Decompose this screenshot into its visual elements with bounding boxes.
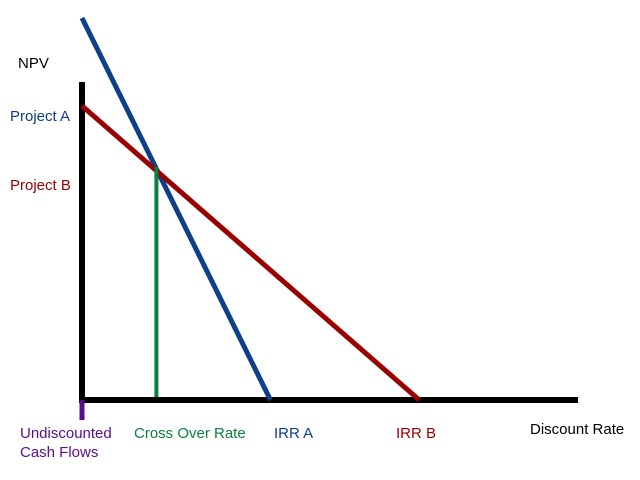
irr-a-label: IRR A	[274, 425, 313, 442]
undiscounted-label-line2: Cash Flows	[20, 444, 98, 461]
y-axis-title: NPV	[18, 55, 49, 72]
series-label-project-b: Project B	[10, 177, 71, 194]
crossover-label: Cross Over Rate	[134, 425, 246, 442]
irr-b-label: IRR B	[396, 425, 436, 442]
series-line-project-a	[79, 16, 273, 402]
undiscounted-label-line1: Undiscounted	[20, 425, 112, 442]
x-axis-title: Discount Rate	[530, 421, 624, 438]
series-line-project-b	[80, 103, 421, 402]
series-label-project-a: Project A	[10, 108, 70, 125]
